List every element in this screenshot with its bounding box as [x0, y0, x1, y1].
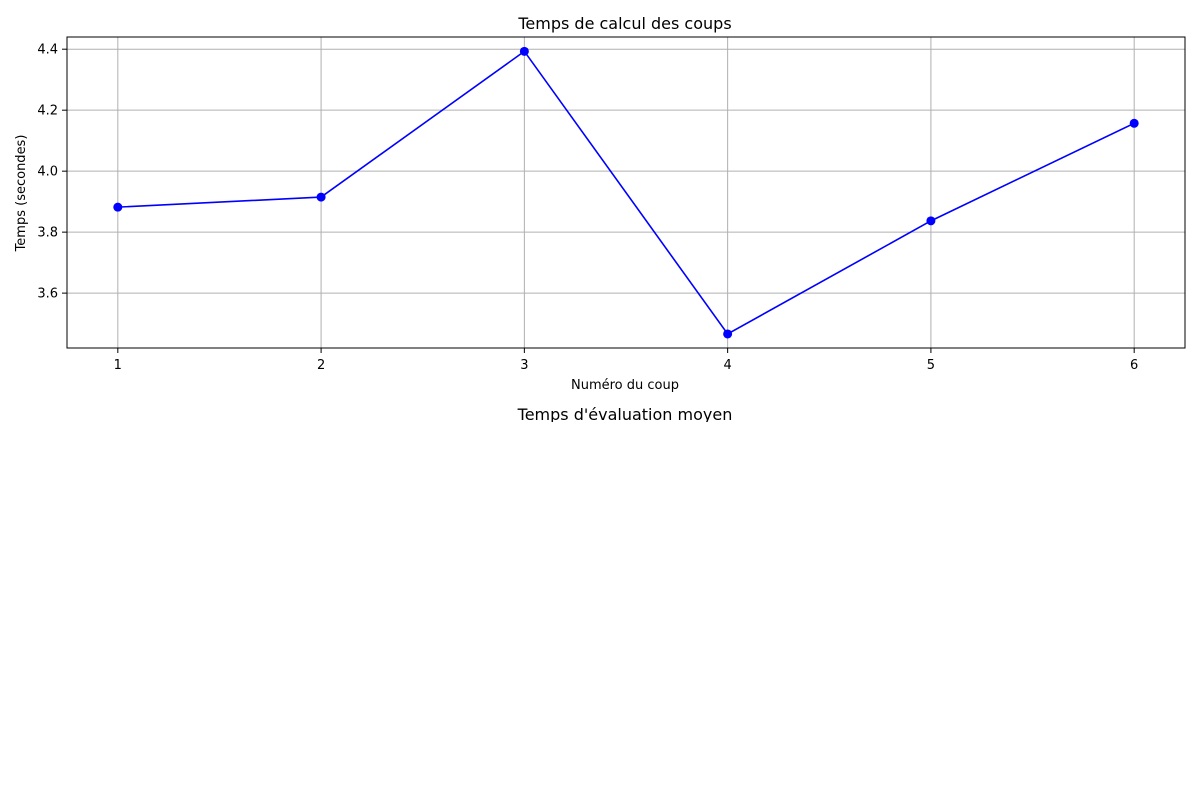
data-point	[723, 329, 733, 339]
data-point	[316, 192, 326, 202]
y-axis-ticks: 3.6 3.8 4.0 4.2 4.4	[37, 43, 67, 302]
x-tick-label: 2	[317, 358, 325, 373]
data-point	[926, 216, 936, 226]
series-line	[117, 50, 1135, 336]
y-tick-label: 3.6	[37, 287, 58, 302]
x-tick-label: 6	[1130, 358, 1138, 373]
chart-title: Temps de calcul des coups	[517, 14, 731, 33]
x-axis-ticks: 1 2 3 4 5 6	[114, 348, 1138, 373]
y-tick-label: 4.0	[37, 165, 58, 180]
x-tick-label: 5	[927, 358, 935, 373]
y-axis-label: Temps (secondes)	[14, 135, 29, 253]
y-tick-label: 3.8	[37, 226, 58, 241]
x-tick-label: 4	[723, 358, 731, 373]
line-chart: 1 2 3 4 5 6 3.6 3.8 4.0 4.2 4.4 Temps de calcul d…	[14, 14, 1186, 393]
x-axis-label: Numéro du coup	[571, 378, 679, 393]
x-tick-label: 3	[520, 358, 528, 373]
data-point	[1129, 118, 1139, 128]
second-chart-area: Temps d'évaluation moyen	[0, 400, 1200, 422]
grid-lines	[67, 37, 1185, 348]
data-point	[519, 46, 529, 56]
second-chart-title: Temps d'évaluation moyen	[517, 405, 733, 422]
y-tick-label: 4.2	[37, 104, 58, 119]
series-layer	[113, 46, 1139, 339]
x-tick-label: 1	[114, 358, 122, 373]
y-tick-label: 4.4	[37, 43, 58, 58]
plot-frame	[66, 36, 1186, 349]
data-point	[113, 202, 123, 212]
